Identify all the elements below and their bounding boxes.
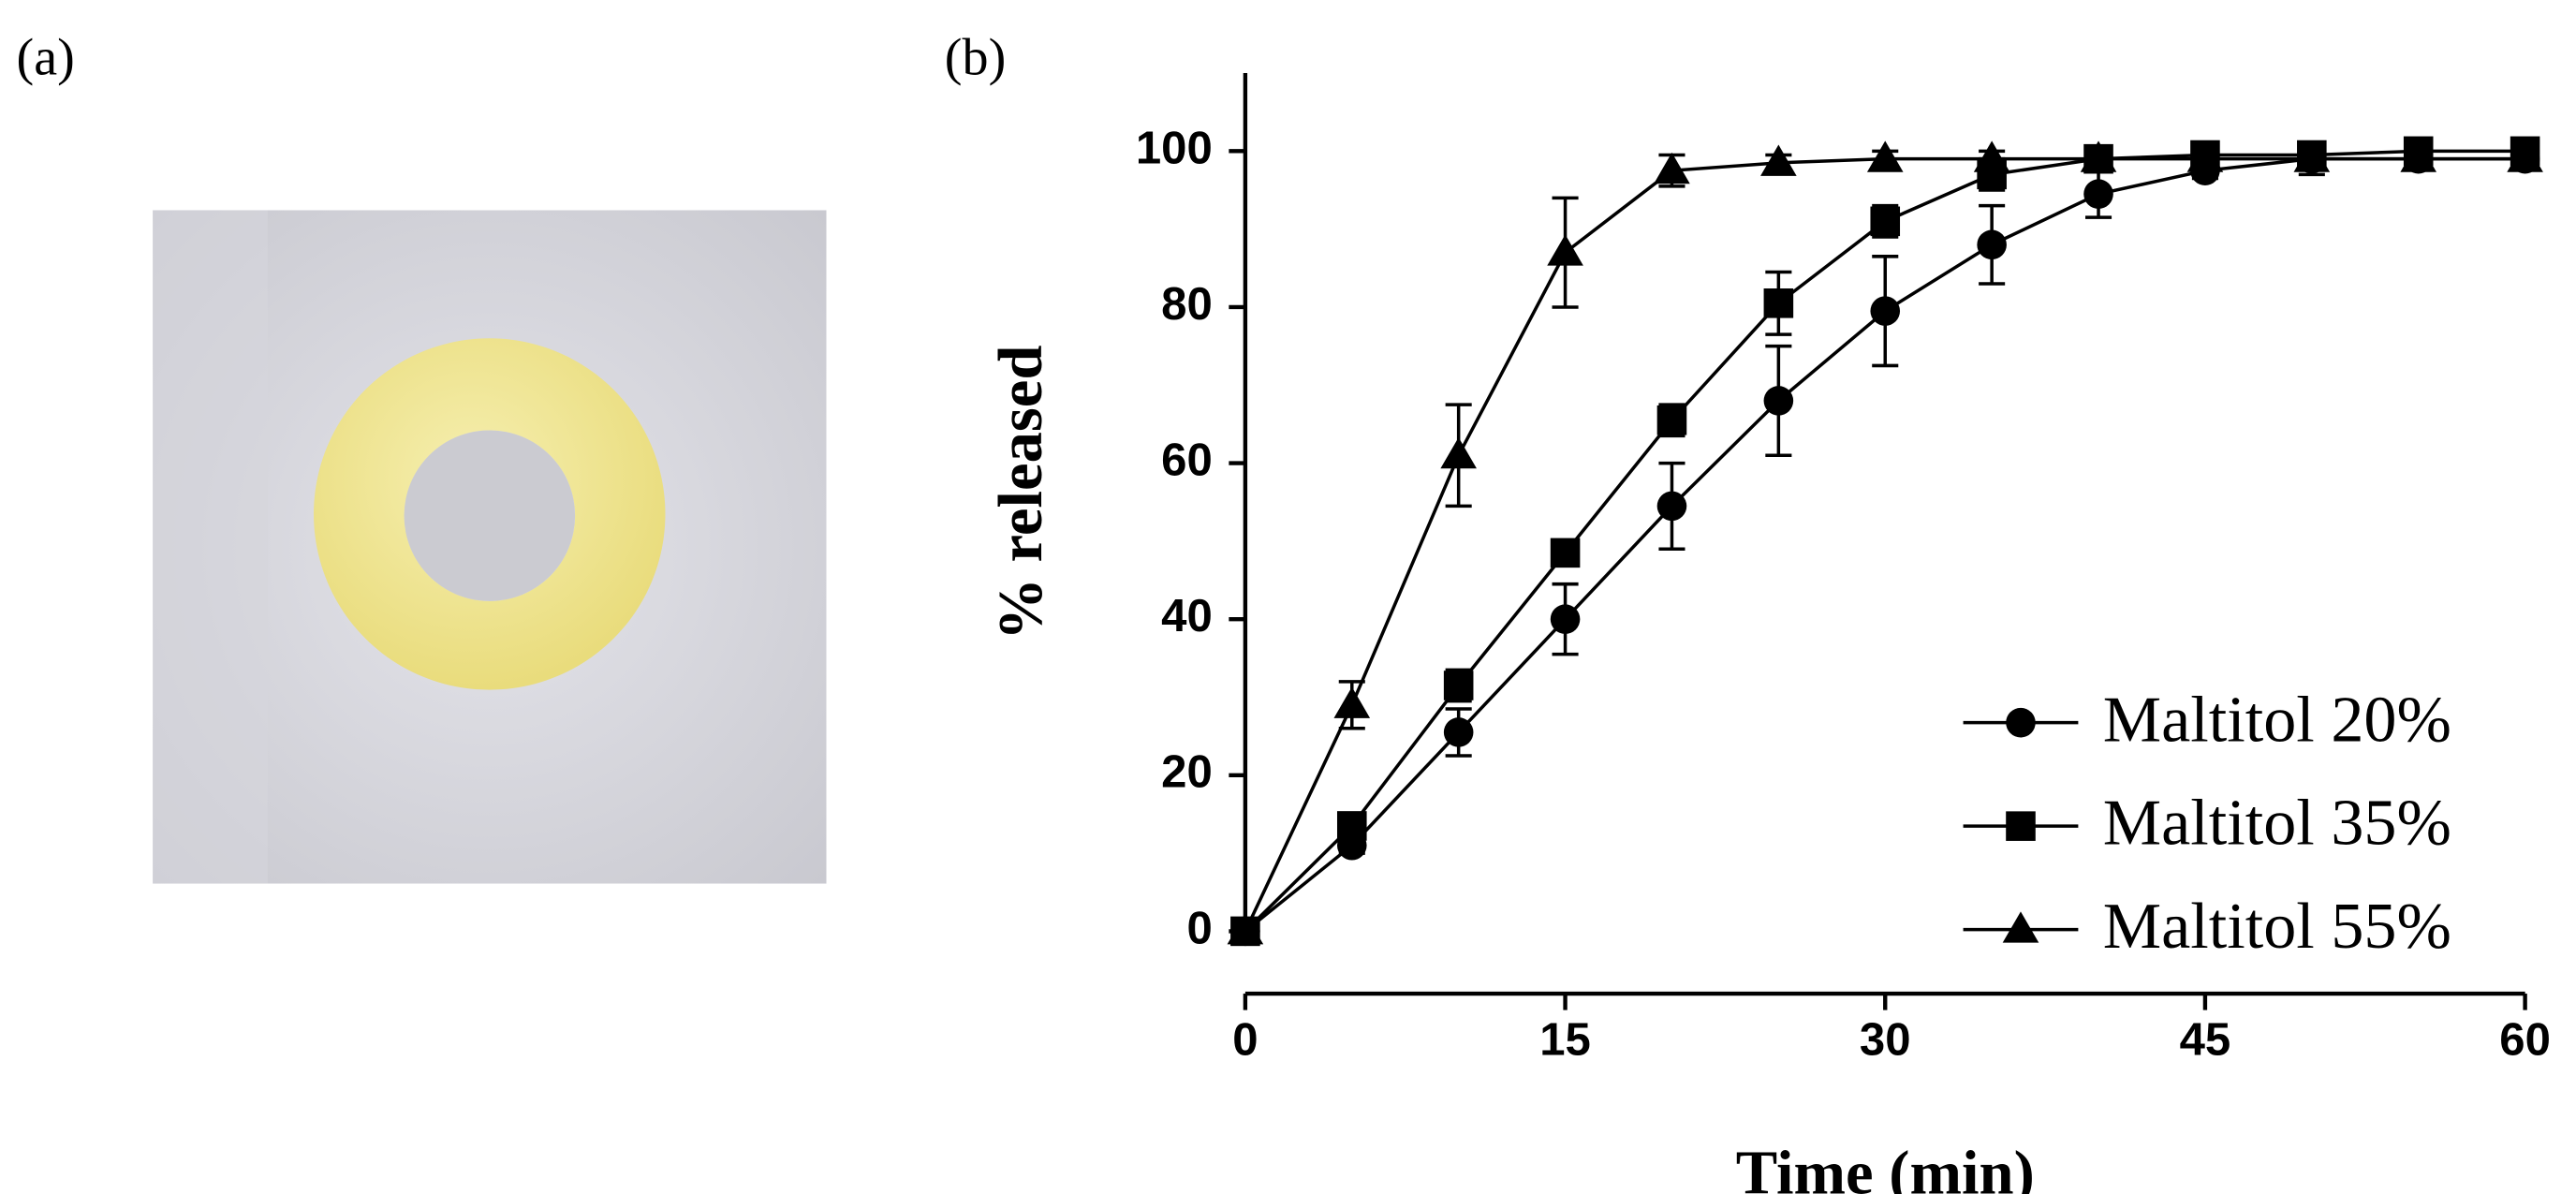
x-tick-label: 60	[2499, 1015, 2551, 1066]
marker	[1227, 913, 1264, 945]
x-tick-label: 30	[1860, 1015, 1911, 1066]
marker	[1870, 206, 1901, 237]
marker	[1656, 405, 1687, 435]
marker	[1977, 229, 2007, 260]
marker	[2080, 140, 2117, 172]
y-tick-label: 20	[1161, 747, 1213, 798]
panel-label: (a)	[17, 29, 75, 87]
marker	[2400, 140, 2437, 172]
marker	[1547, 234, 1583, 266]
x-tick-label: 15	[1539, 1015, 1591, 1066]
marker	[1760, 144, 1797, 176]
legend-marker	[2006, 811, 2036, 841]
x-axis-label: Time (min)	[1736, 1140, 2035, 1194]
marker	[1973, 140, 2010, 172]
y-tick-label: 0	[1186, 903, 1212, 953]
marker	[1443, 671, 1474, 700]
y-tick-label: 60	[1161, 435, 1213, 486]
marker	[1763, 288, 1794, 318]
marker	[1866, 140, 1904, 172]
marker	[1656, 491, 1687, 522]
marker	[2083, 179, 2113, 209]
legend-label: Maltitol 55%	[2103, 890, 2451, 963]
y-tick-label: 80	[1161, 279, 1213, 330]
y-axis-label: % released	[987, 346, 1055, 641]
photo	[153, 210, 827, 884]
legend-label: Maltitol 20%	[2103, 683, 2451, 756]
marker	[1870, 296, 1901, 326]
x-tick-label: 0	[1232, 1015, 1258, 1066]
marker	[1654, 152, 1690, 184]
x-tick-label: 45	[2180, 1015, 2231, 1066]
y-tick-label: 40	[1161, 591, 1213, 641]
marker	[1550, 604, 1581, 634]
marker	[2186, 140, 2224, 172]
marker	[1763, 386, 1794, 416]
legend-label: Maltitol 35%	[2103, 787, 2451, 860]
y-tick-label: 100	[1136, 123, 1213, 173]
legend-marker	[2006, 707, 2036, 738]
marker	[1550, 538, 1581, 568]
marker	[1443, 717, 1474, 747]
marker	[1440, 436, 1477, 469]
legend-marker	[2002, 911, 2039, 943]
marker	[2507, 140, 2543, 172]
marker	[1333, 686, 1371, 718]
marker	[2293, 140, 2331, 172]
marker	[1336, 811, 1367, 841]
panel-label: (b)	[945, 29, 1006, 87]
